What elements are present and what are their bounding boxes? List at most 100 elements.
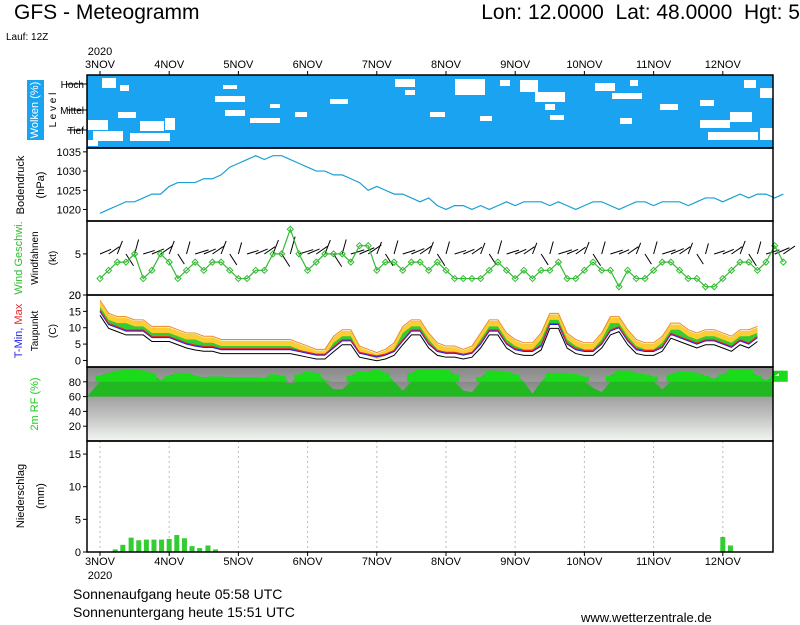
wind-speed-marker <box>373 266 381 275</box>
year-label-top: 2020 <box>88 46 112 58</box>
wind-barb <box>315 245 329 255</box>
wind-speed-marker <box>243 274 251 283</box>
x-tick-top-label: 5NOV <box>223 59 254 71</box>
rh-high-segment <box>190 375 200 382</box>
precip-tick-label: 15 <box>69 449 81 461</box>
wind-barb <box>255 248 268 255</box>
cloud-gap <box>630 80 638 86</box>
rh-high-segment <box>450 374 460 382</box>
wind-speed-marker <box>563 274 571 283</box>
cloud-level-label: Mittel <box>60 106 84 117</box>
cloud-gap <box>744 80 756 88</box>
wind-barb <box>618 249 630 255</box>
cloud-field <box>87 75 773 148</box>
wind-speed-marker <box>156 250 165 258</box>
cloud-gap <box>225 110 245 116</box>
rh-high-segment <box>744 369 754 382</box>
rh-high-segment <box>761 380 771 382</box>
wind-barb <box>385 253 394 267</box>
rh-high-segment <box>735 369 745 382</box>
wind-speed-marker <box>546 266 554 275</box>
wind-tick-label: 5 <box>75 249 81 261</box>
cloud-gap <box>250 118 280 123</box>
rh-high-segment <box>605 375 615 382</box>
rh-high-segment <box>251 377 261 382</box>
wind-speed-marker <box>528 274 537 283</box>
wind-barb <box>687 242 694 255</box>
dewpoint-line <box>99 315 758 362</box>
wind-barb <box>151 248 165 255</box>
rh-high-segment <box>355 371 364 382</box>
rh-high-segment <box>346 375 356 382</box>
year-label-bottom: 2020 <box>88 570 112 582</box>
wind-barb <box>558 249 572 255</box>
wind-speed-marker <box>641 274 649 283</box>
wind-barb <box>419 245 432 255</box>
wind-barb <box>696 253 704 265</box>
precip-bar <box>136 540 142 552</box>
wind-speed-marker <box>606 266 615 275</box>
rh-high-segment <box>407 372 416 382</box>
rh-high-segment <box>164 375 174 382</box>
rh-high-segment <box>683 371 693 382</box>
temp-tick-label: 15 <box>69 306 81 318</box>
wind-speed-marker <box>537 266 545 275</box>
rh-high-segment <box>709 378 719 382</box>
wind-barb <box>783 245 796 255</box>
cloud-gap <box>295 112 307 117</box>
wind-speed-marker <box>632 274 641 283</box>
wind-speed-marker <box>321 250 329 258</box>
website-link[interactable]: www.wetterzentrale.de <box>581 610 712 625</box>
cloud-gap <box>700 100 714 106</box>
wind-barb <box>393 240 399 255</box>
wind-barb <box>402 249 416 255</box>
precip-tick-label: 0 <box>75 547 81 559</box>
cloud-gap <box>120 85 129 91</box>
wind-ylabel2: Windfahnen <box>30 231 41 284</box>
wind-speed-marker <box>693 274 701 283</box>
wind-barb <box>662 249 676 255</box>
panel-frame <box>86 147 774 222</box>
wind-barb <box>722 248 735 255</box>
wind-barb <box>143 249 155 255</box>
wind-barb <box>549 241 554 255</box>
wind-speed-marker <box>675 266 684 275</box>
wind-speed-marker <box>623 266 632 275</box>
wind-speed-marker <box>494 258 502 266</box>
rh-high-segment <box>640 374 650 382</box>
temp-ylabel2: Taupunkt <box>30 310 41 351</box>
rh-high-segment <box>493 370 503 382</box>
precip-bar <box>174 535 180 552</box>
precip-bar <box>128 537 134 552</box>
rh-high-segment <box>614 370 624 382</box>
wind-barb <box>212 245 225 255</box>
wind-tick-label: 0 <box>75 290 81 302</box>
wind-barb <box>428 241 434 255</box>
x-tick-bottom-label: 9NOV <box>500 556 531 568</box>
wind-speed-line <box>99 227 784 289</box>
cloud-gap <box>140 121 164 131</box>
wind-ylabel: Wind Geschwi. <box>13 221 25 294</box>
cloud-gap <box>118 112 136 118</box>
wind-speed-marker <box>260 266 269 275</box>
rh-ylabel: 2m RF (%) <box>29 377 41 430</box>
cloud-gap <box>455 79 485 95</box>
cloud-level-label: Hoch <box>61 80 84 91</box>
wind-barb <box>488 253 497 266</box>
rh-high-segment <box>484 370 494 382</box>
rh-high-segment <box>311 372 321 382</box>
wind-speed-marker <box>234 274 243 283</box>
wind-speed-marker <box>165 258 173 266</box>
rh-high-segment <box>156 380 165 382</box>
precip-tick-label: 10 <box>69 482 81 494</box>
cloud-level-label: Tief <box>68 126 85 137</box>
wind-speed-marker <box>580 266 589 275</box>
rh-high-segment <box>753 375 762 382</box>
wind-barb <box>592 253 602 267</box>
rh-high-segment <box>554 372 563 382</box>
wind-speed-marker <box>442 266 450 275</box>
x-tick-bottom-label: 10NOV <box>566 556 603 568</box>
tmax-edge-line <box>99 299 758 354</box>
wind-speed-marker <box>520 266 528 275</box>
x-tick-top-label: 7NOV <box>362 59 393 71</box>
